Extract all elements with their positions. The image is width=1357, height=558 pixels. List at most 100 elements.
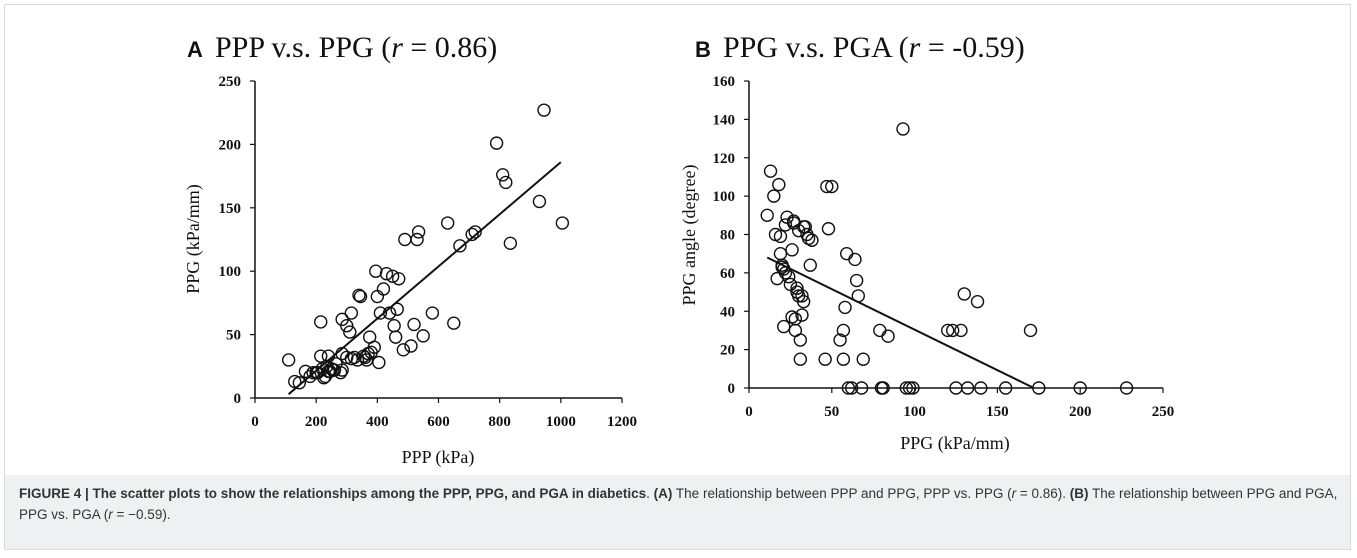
- data-point: [906, 381, 920, 395]
- data-point: [782, 270, 796, 284]
- data-point: [785, 243, 799, 257]
- data-point: [292, 376, 307, 390]
- data-point: [372, 355, 386, 370]
- panel-b-x-label: PPG (kPa/mm): [900, 433, 1010, 454]
- y-tick-label: 160: [713, 74, 736, 90]
- data-point: [396, 343, 411, 357]
- x-tick-label: 50: [824, 404, 839, 420]
- panel-a-y-ticks: 0 50 100 150 200 250: [219, 74, 255, 407]
- x-tick-label: 1200: [607, 414, 637, 430]
- data-point: [954, 323, 968, 338]
- data-point: [805, 233, 819, 247]
- data-point: [537, 103, 551, 117]
- data-point: [416, 329, 430, 343]
- y-tick-label: 100: [713, 189, 736, 205]
- data-point: [803, 258, 817, 272]
- x-tick-label: 0: [251, 414, 259, 430]
- data-point: [376, 282, 391, 296]
- data-point: [465, 227, 479, 242]
- data-point: [785, 310, 799, 324]
- data-point: [848, 252, 862, 267]
- data-point: [306, 365, 320, 380]
- panel-a-title: PPP v.s. PPG (r = 0.86): [215, 31, 497, 64]
- data-point: [281, 353, 296, 367]
- data-point: [314, 315, 328, 329]
- y-tick-label: 120: [713, 151, 736, 167]
- caption-part-b-value: = −0.59).: [112, 507, 171, 522]
- data-point: [344, 306, 359, 320]
- y-tick-label: 0: [728, 381, 736, 397]
- figure-caption: FIGURE 4 | The scatter plots to show the…: [19, 483, 1339, 525]
- data-point: [821, 222, 836, 236]
- data-point: [970, 294, 985, 309]
- data-point: [795, 308, 809, 322]
- panel-a-x-ticks: 0 200 400 600 800 1000 1200: [251, 398, 637, 430]
- data-point: [881, 329, 895, 343]
- data-point: [998, 381, 1013, 395]
- data-point: [425, 306, 440, 320]
- caption-part-b-text: The relationship between PPG and PGA, PP…: [19, 486, 1338, 522]
- x-tick-label: 100: [903, 404, 926, 420]
- data-point: [836, 323, 851, 338]
- y-tick-label: 140: [713, 112, 736, 128]
- data-point: [902, 381, 917, 395]
- data-point: [796, 294, 811, 309]
- data-point: [899, 381, 914, 395]
- data-point: [1023, 323, 1038, 338]
- data-point: [343, 325, 357, 339]
- data-point: [440, 216, 455, 230]
- data-point: [555, 216, 570, 230]
- caption-sep: .: [646, 486, 654, 501]
- data-point: [763, 164, 778, 178]
- data-point: [387, 319, 401, 333]
- data-point: [340, 319, 354, 333]
- panel-a-x-label: PPP (kPa): [402, 447, 475, 468]
- data-point: [314, 349, 328, 363]
- y-tick-label: 200: [219, 137, 242, 153]
- panel-a-letter: A: [187, 37, 203, 62]
- data-point: [327, 363, 342, 377]
- data-point: [404, 339, 418, 353]
- panel-b-y-ticks: 0 20 40 60 80 100 120 140 160: [713, 74, 749, 397]
- panel-a: A PPP v.s. PPG (r = 0.86) 0 50 100 150 200 25…: [183, 31, 637, 468]
- caption-figure-label: FIGURE 4 | The scatter plots to show the…: [19, 486, 647, 501]
- data-point: [876, 381, 890, 395]
- figure-frame: A PPP v.s. PPG (r = 0.86) 0 50 100 150 200 25…: [4, 4, 1351, 550]
- data-point: [532, 194, 547, 209]
- data-point: [453, 239, 467, 253]
- data-point: [390, 302, 404, 316]
- x-tick-label: 400: [366, 414, 389, 430]
- data-point: [398, 232, 412, 247]
- data-point: [353, 289, 368, 304]
- caption-r-symbol-b: r: [108, 507, 113, 522]
- panel-b: B PPG v.s. PGA (r = -0.59) 0 20 40 60 80 100 1…: [679, 31, 1174, 454]
- data-point: [411, 225, 426, 239]
- caption-part-a-value: = 0.86).: [1016, 486, 1070, 501]
- data-point: [941, 323, 955, 338]
- data-point: [496, 168, 510, 182]
- data-point: [836, 352, 851, 366]
- y-tick-label: 40: [720, 304, 735, 320]
- panel-b-letter: B: [695, 37, 711, 62]
- data-point: [385, 269, 400, 283]
- data-point: [974, 381, 988, 395]
- data-point: [840, 246, 854, 261]
- panel-a-y-label: PPG (kPa/mm): [183, 184, 204, 294]
- data-point: [793, 352, 808, 366]
- data-point: [499, 175, 513, 190]
- data-point: [1073, 381, 1087, 395]
- caption-part-a-label: (A): [653, 486, 673, 501]
- x-tick-label: 600: [427, 414, 450, 430]
- data-point: [503, 236, 518, 251]
- data-point: [379, 267, 394, 281]
- data-point: [447, 316, 461, 330]
- data-point: [841, 381, 856, 395]
- data-point: [793, 333, 808, 347]
- data-point: [335, 363, 349, 377]
- data-point: [856, 352, 870, 366]
- panel-b-x-ticks: 0 50 100 150 200 250: [745, 388, 1174, 420]
- panel-a-fit-line: [287, 161, 562, 395]
- data-point: [367, 340, 381, 354]
- data-point: [392, 272, 406, 286]
- data-point: [773, 229, 788, 244]
